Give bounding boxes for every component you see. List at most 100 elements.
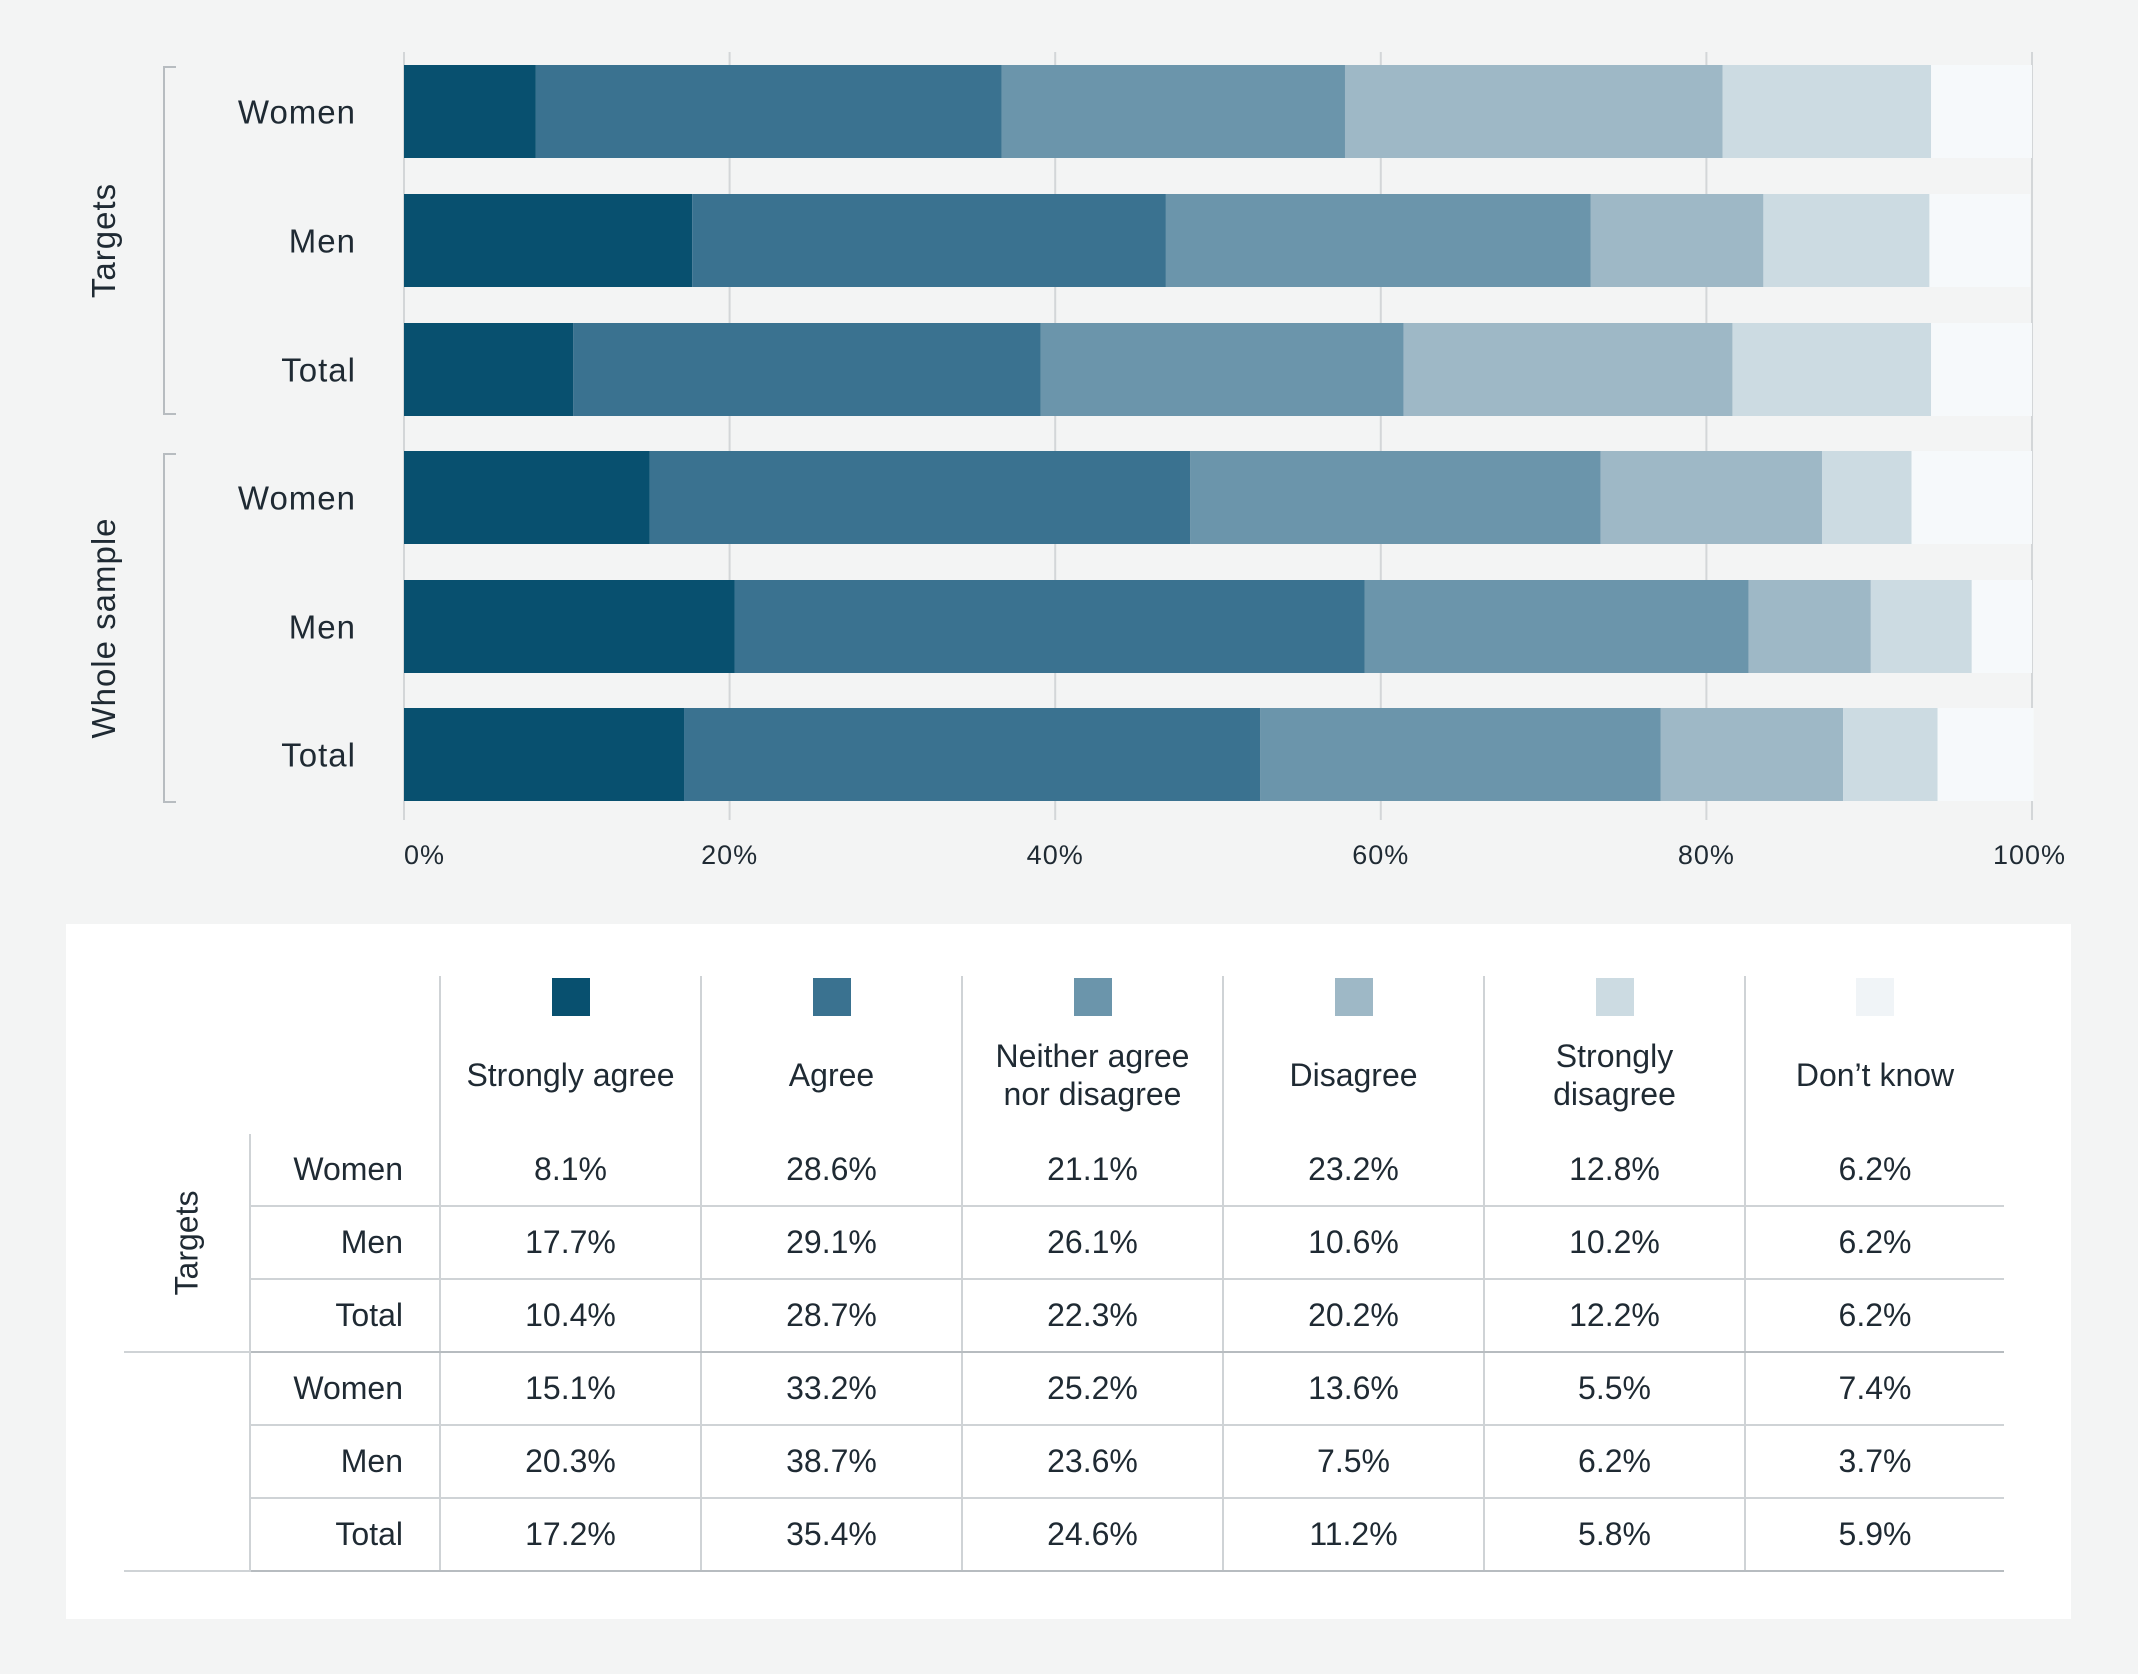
table-cell: 5.5% — [1483, 1352, 1745, 1426]
stacked-bar-chart: 0% 20% 40% 60% 80% 100% Women Men Total Women Men T… — [85, 52, 2066, 870]
table-cell: 20.2% — [1222, 1279, 1484, 1353]
table-row-label: Women — [250, 1134, 441, 1207]
bar-segment — [1971, 580, 2032, 673]
bar-segment — [404, 323, 574, 416]
x-tick-label: 100% — [1993, 840, 2066, 870]
legend-header-cell: Strongly disagree — [1483, 976, 1745, 1134]
table-cell: 6.2% — [1744, 1134, 2004, 1207]
table-cell: 12.2% — [1483, 1279, 1745, 1353]
row-label: Women — [238, 480, 356, 517]
bar-segment — [404, 65, 536, 158]
bar-segment — [1763, 194, 1930, 287]
legend-swatch — [1856, 978, 1894, 1016]
bar-segment — [1364, 580, 1749, 673]
table-row: Targets Women 8.1% 28.6% 21.1% 23.2% 12.8% 6.2% — [124, 1134, 2004, 1353]
data-table: Strongly agree Agree Neither agree nor dis… — [124, 976, 2004, 1572]
legend-label: Neither agree nor disagree — [995, 1038, 1190, 1112]
bar-segment — [1040, 323, 1404, 416]
row-label: Men — [289, 223, 356, 260]
bar-segment — [1590, 194, 1764, 287]
table-row: Women 15.1% 33.2% 25.2% 13.6% 5.5% 7.4% — [124, 1352, 2004, 1572]
table-cell: 24.6% — [961, 1498, 1223, 1572]
x-tick-label: 20% — [701, 840, 758, 870]
bar-segment — [1931, 323, 2032, 416]
table-cell: 38.7% — [700, 1425, 962, 1499]
bar-segment — [734, 580, 1365, 673]
legend-label: Disagree — [1289, 1057, 1418, 1093]
table-cell: 17.2% — [439, 1498, 701, 1572]
bar-segment — [1870, 580, 1972, 673]
bar-segment — [1260, 708, 1661, 801]
table-cell: 22.3% — [961, 1279, 1223, 1353]
bar-segment — [1165, 194, 1591, 287]
group-bracket — [163, 453, 176, 803]
table-row-label: Total — [250, 1279, 441, 1353]
bar-segment — [573, 323, 1041, 416]
table-body: Targets Women 8.1% 28.6% 21.1% 23.2% 12.8% 6.2%… — [124, 1134, 2004, 1572]
legend-swatch — [551, 978, 590, 1016]
bar-segment — [535, 65, 1002, 158]
table-header-row: Strongly agree Agree Neither agree nor dis… — [124, 976, 2004, 1134]
table-row: Total 10.4% 28.7% 22.3% 20.2% 12.2% 6.2% — [124, 1279, 2004, 1353]
table-cell: 20.3% — [439, 1425, 701, 1499]
legend-label: Strongly disagree — [1553, 1038, 1676, 1112]
bar-segment — [1600, 451, 1822, 544]
table-group-label — [124, 1352, 251, 1572]
bar-segment — [1190, 451, 1601, 544]
bar-segment — [1937, 708, 2034, 801]
table-row-label: Women — [250, 1352, 441, 1426]
legend-header-cell: Disagree — [1222, 976, 1484, 1134]
table-row: Total 17.2% 35.4% 24.6% 11.2% 5.8% 5.9% — [124, 1498, 2004, 1572]
table-cell: 6.2% — [1744, 1206, 2004, 1280]
legend-table-panel: Strongly agree Agree Neither agree nor dis… — [66, 924, 2071, 1619]
table-cell: 10.2% — [1483, 1206, 1745, 1280]
x-tick-label: 60% — [1352, 840, 1409, 870]
table-cell: 33.2% — [700, 1352, 962, 1426]
table-cell: 28.6% — [700, 1134, 962, 1207]
bar-segment — [404, 194, 693, 287]
legend-header-cell: Neither agree nor disagree — [961, 976, 1223, 1134]
table-cell: 17.7% — [439, 1206, 701, 1280]
table-cell: 12.8% — [1483, 1134, 1745, 1207]
legend-header-cell: Strongly agree — [439, 976, 701, 1134]
bar-segment — [1722, 65, 1932, 158]
bar-segment — [1660, 708, 1844, 801]
table-cell: 5.8% — [1483, 1498, 1745, 1572]
table-cell: 13.6% — [1222, 1352, 1484, 1426]
bar-segment — [1344, 65, 1723, 158]
table-cell: 21.1% — [961, 1134, 1223, 1207]
bar-segment — [404, 451, 650, 544]
legend-label: Agree — [788, 1057, 875, 1093]
table-cell: 28.7% — [700, 1279, 962, 1353]
group-label: Targets — [85, 183, 122, 298]
bar-segment — [1821, 451, 1912, 544]
table-cell: 29.1% — [700, 1206, 962, 1280]
bar-segment — [649, 451, 1191, 544]
table-cell: 10.4% — [439, 1279, 701, 1353]
table-cell: 3.7% — [1744, 1425, 2004, 1499]
header-blank — [124, 976, 250, 1134]
table-cell: 23.2% — [1222, 1134, 1484, 1207]
bar-segment — [1911, 451, 2032, 544]
bar-segment — [1732, 323, 1932, 416]
row-label: Total — [281, 737, 356, 774]
bar-segment — [1843, 708, 1938, 801]
group-bracket — [163, 66, 176, 415]
bar-segment — [1748, 580, 1871, 673]
table-cell: 35.4% — [700, 1498, 962, 1572]
row-label: Women — [238, 94, 356, 131]
table-cell: 25.2% — [961, 1352, 1223, 1426]
table-cell: 26.1% — [961, 1206, 1223, 1280]
bar-segment — [404, 580, 735, 673]
legend-swatch — [812, 978, 851, 1016]
bar-segment — [1931, 65, 2032, 158]
row-label: Men — [289, 609, 356, 646]
bar-segment — [1403, 323, 1733, 416]
legend-header-cell: Agree — [700, 976, 962, 1134]
header-blank — [250, 976, 440, 1134]
table-row-label: Men — [250, 1206, 441, 1280]
bar-segment — [684, 708, 1261, 801]
bar-segment — [1001, 65, 1345, 158]
table-row: Men 17.7% 29.1% 26.1% 10.6% 10.2% 6.2% — [124, 1206, 2004, 1280]
x-tick-label: 40% — [1027, 840, 1084, 870]
